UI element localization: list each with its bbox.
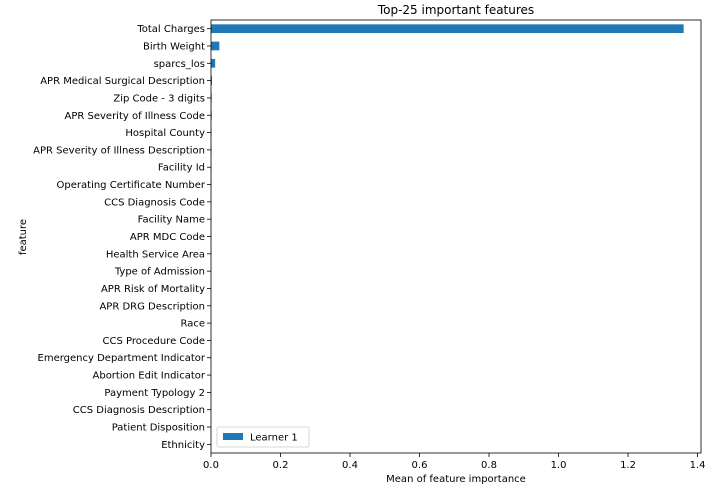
y-tick-label: Facility Name <box>138 215 205 226</box>
plot-area: Total Charges Birth Weight sparcs_los APR M… <box>33 19 706 471</box>
y-tick-label: Emergency Department Indicator <box>38 353 206 364</box>
x-axis-label: Mean of feature importance <box>386 474 526 485</box>
y-tick-label: CCS Diagnosis Code <box>104 197 205 208</box>
x-tick-label: 1.0 <box>551 460 567 471</box>
y-tick-label: Patient Disposition <box>112 423 205 434</box>
plot-frame <box>210 19 702 454</box>
y-tick-label: Type of Admission <box>114 267 205 278</box>
legend-box <box>216 426 310 448</box>
y-tick-label: CCS Diagnosis Description <box>73 405 205 416</box>
y-tick-label: Total Charges <box>136 24 205 35</box>
legend-label: Learner 1 <box>250 433 298 444</box>
y-tick-label: Payment Typology 2 <box>104 388 205 399</box>
x-tick-label: 0.4 <box>342 460 358 471</box>
legend: Learner 1 <box>216 426 310 448</box>
y-tick-label: APR Severity of Illness Description <box>33 145 205 156</box>
chart-title: Top-25 important features <box>377 3 534 17</box>
bar <box>211 24 684 33</box>
y-tick-label: Ethnicity <box>161 440 205 451</box>
y-tick-label: APR MDC Code <box>130 232 205 243</box>
y-tick-label: Health Service Area <box>106 249 205 260</box>
y-tick-label: Race <box>180 319 205 330</box>
bar <box>211 41 220 51</box>
y-tick-label: APR DRG Description <box>99 301 205 312</box>
legend-swatch <box>223 433 243 440</box>
y-tick-label: APR Risk of Mortality <box>101 284 205 295</box>
y-tick-label: Hospital County <box>125 128 205 139</box>
y-tick-label: APR Medical Surgical Description <box>40 76 205 87</box>
x-tick-label: 1.4 <box>690 460 706 471</box>
y-tick-label: Birth Weight <box>143 41 205 52</box>
y-tick-label: Operating Certificate Number <box>57 180 206 191</box>
x-tick-label: 0.6 <box>412 460 428 471</box>
y-tick-label: Zip Code - 3 digits <box>113 93 205 104</box>
y-tick-label: Abortion Edit Indicator <box>93 371 206 382</box>
y-tick-label: APR Severity of Illness Code <box>65 111 206 122</box>
x-tick-label: 0.2 <box>273 460 289 471</box>
y-axis-label: feature <box>18 219 29 255</box>
y-tick-label: sparcs_los <box>154 59 205 70</box>
bar <box>211 58 216 68</box>
x-tick-label: 0.8 <box>481 460 497 471</box>
x-tick-label: 0.0 <box>203 460 219 471</box>
y-tick-label: Facility Id <box>158 163 205 174</box>
x-tick-label: 1.2 <box>620 460 636 471</box>
bar <box>211 76 213 85</box>
y-tick-label: CCS Procedure Code <box>102 336 205 347</box>
